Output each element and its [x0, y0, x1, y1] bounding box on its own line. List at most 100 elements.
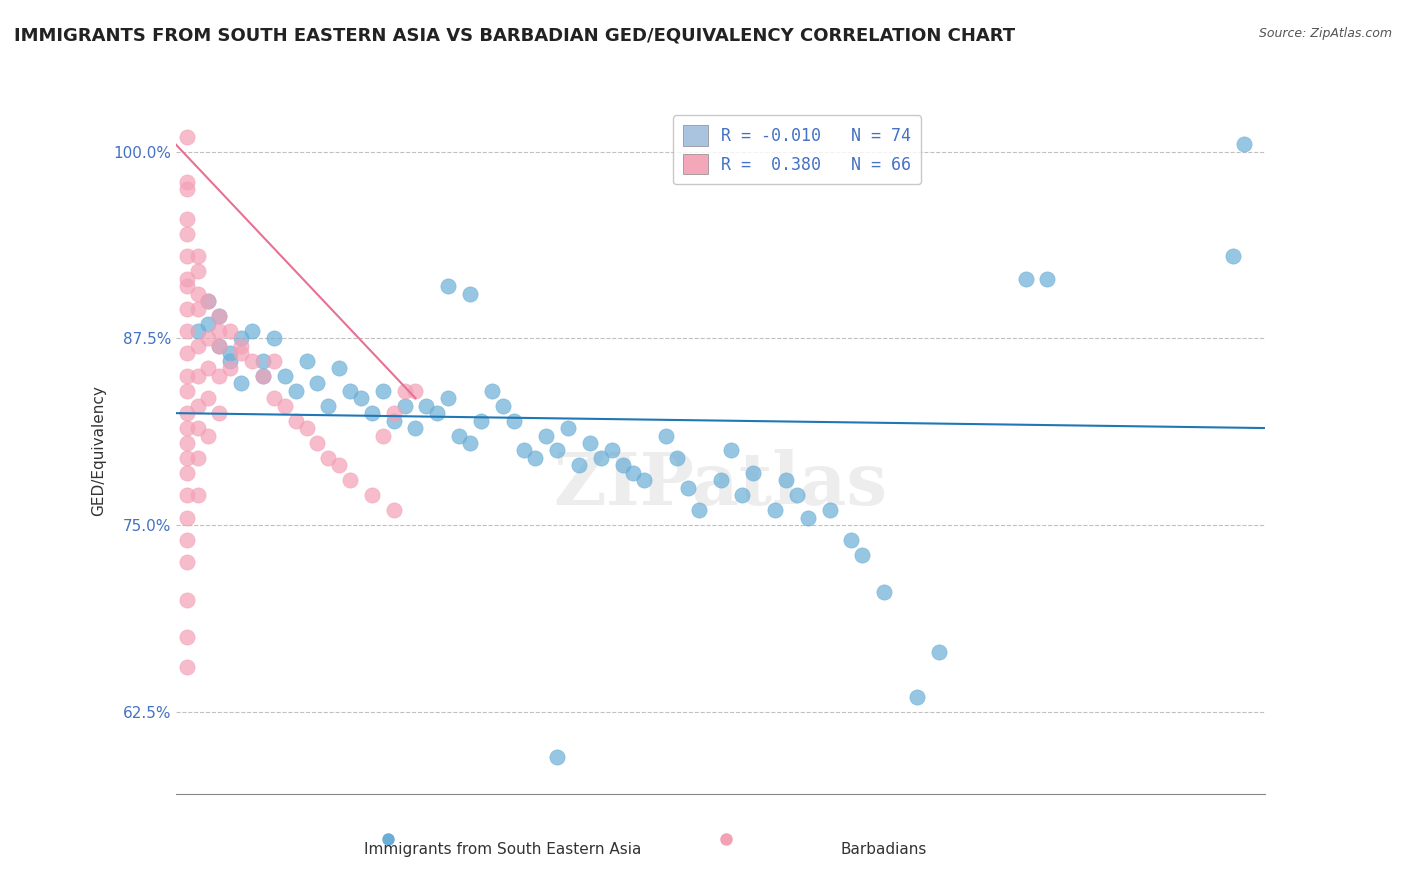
- Point: [928, 645, 950, 659]
- Point: [524, 450, 547, 465]
- Text: Barbadians: Barbadians: [841, 842, 927, 857]
- Point: [219, 324, 242, 338]
- Point: [176, 279, 198, 293]
- Point: [851, 548, 873, 562]
- Text: Immigrants from South Eastern Asia: Immigrants from South Eastern Asia: [364, 842, 641, 857]
- Point: [655, 428, 678, 442]
- Point: [197, 331, 219, 345]
- Point: [186, 421, 209, 435]
- Point: [1036, 272, 1059, 286]
- Point: [328, 361, 350, 376]
- Point: [176, 510, 198, 524]
- Point: [763, 503, 786, 517]
- Point: [197, 391, 219, 405]
- Point: [176, 249, 198, 263]
- Point: [176, 272, 198, 286]
- Point: [176, 175, 198, 189]
- Point: [394, 399, 416, 413]
- Legend: R = -0.010   N = 74, R =  0.380   N = 66: R = -0.010 N = 74, R = 0.380 N = 66: [672, 115, 921, 185]
- Point: [274, 399, 297, 413]
- Point: [437, 391, 460, 405]
- Point: [197, 317, 219, 331]
- Point: [186, 368, 209, 383]
- Point: [437, 279, 460, 293]
- Point: [208, 324, 231, 338]
- Point: [219, 346, 242, 360]
- Point: [176, 436, 198, 450]
- Point: [208, 309, 231, 323]
- Point: [318, 450, 340, 465]
- Point: [458, 436, 481, 450]
- Point: [426, 406, 449, 420]
- Point: [252, 354, 274, 368]
- Point: [263, 391, 285, 405]
- Point: [231, 346, 253, 360]
- Point: [382, 406, 405, 420]
- Point: [492, 399, 515, 413]
- Point: [176, 346, 198, 360]
- Point: [371, 384, 394, 398]
- Point: [1232, 137, 1256, 152]
- Point: [447, 428, 470, 442]
- Point: [796, 510, 818, 524]
- Point: [742, 466, 765, 480]
- Point: [263, 331, 285, 345]
- Point: [208, 406, 231, 420]
- Point: [360, 406, 382, 420]
- Text: IMMIGRANTS FROM SOUTH EASTERN ASIA VS BARBADIAN GED/EQUIVALENCY CORRELATION CHAR: IMMIGRANTS FROM SOUTH EASTERN ASIA VS BA…: [14, 27, 1015, 45]
- Point: [405, 421, 427, 435]
- Point: [176, 406, 198, 420]
- Point: [1015, 272, 1038, 286]
- Text: Source: ZipAtlas.com: Source: ZipAtlas.com: [1258, 27, 1392, 40]
- Point: [219, 361, 242, 376]
- Point: [186, 324, 209, 338]
- Point: [775, 473, 797, 487]
- Point: [382, 414, 405, 428]
- Point: [197, 361, 219, 376]
- Point: [731, 488, 754, 502]
- Point: [458, 286, 481, 301]
- Point: [284, 384, 307, 398]
- Point: [405, 384, 427, 398]
- Point: [339, 473, 361, 487]
- Point: [176, 421, 198, 435]
- Point: [621, 466, 644, 480]
- Point: [176, 301, 198, 316]
- Point: [710, 473, 733, 487]
- Point: [176, 466, 198, 480]
- Point: [252, 368, 274, 383]
- Point: [371, 428, 394, 442]
- Point: [176, 630, 198, 644]
- Point: [307, 436, 329, 450]
- Point: [176, 129, 198, 144]
- Point: [546, 749, 568, 764]
- Point: [905, 690, 928, 704]
- Point: [219, 354, 242, 368]
- Point: [513, 443, 536, 458]
- Point: [240, 324, 263, 338]
- Point: [176, 660, 198, 674]
- Point: [873, 585, 896, 599]
- Point: [328, 458, 350, 473]
- Point: [295, 354, 318, 368]
- Point: [231, 331, 253, 345]
- Point: [208, 368, 231, 383]
- Point: [176, 556, 198, 570]
- Point: [197, 294, 219, 309]
- Point: [720, 443, 742, 458]
- Point: [176, 182, 198, 196]
- Point: [600, 443, 623, 458]
- Point: [339, 384, 361, 398]
- Point: [231, 376, 253, 391]
- Point: [208, 309, 231, 323]
- Point: [295, 421, 318, 435]
- Point: [818, 503, 841, 517]
- Point: [176, 488, 198, 502]
- Point: [208, 339, 231, 353]
- Point: [186, 450, 209, 465]
- Point: [197, 428, 219, 442]
- Point: [350, 391, 373, 405]
- Point: [176, 450, 198, 465]
- Point: [186, 249, 209, 263]
- Point: [307, 376, 329, 391]
